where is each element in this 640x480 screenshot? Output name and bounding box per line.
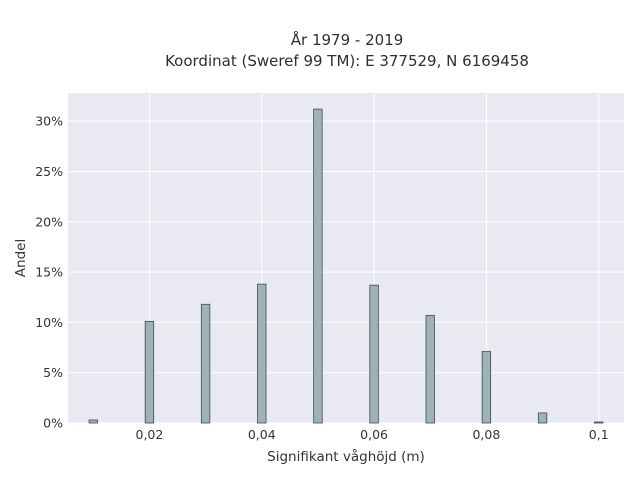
histogram-bar — [537, 412, 548, 424]
y-tick-label: 0% — [43, 416, 63, 431]
histogram-bar — [425, 314, 435, 424]
x-tick-label: 0,1 — [589, 427, 609, 442]
histogram-bar — [88, 419, 98, 424]
histogram-bar — [369, 284, 379, 424]
y-tick-label: 10% — [35, 315, 63, 330]
x-axis-label: Signifikant våghöjd (m) — [267, 448, 425, 465]
y-tick-label: 30% — [35, 114, 63, 129]
histogram-bar — [594, 421, 604, 424]
plot-area — [68, 93, 624, 423]
x-tick-label: 0,08 — [472, 427, 500, 442]
y-tick-label: 15% — [35, 265, 63, 280]
histogram-bar — [144, 320, 155, 424]
chart-title-line-1: År 1979 - 2019 — [291, 30, 404, 49]
x-tick-label: 0,02 — [136, 427, 164, 442]
x-tick-label: 0,04 — [248, 427, 276, 442]
y-tick-label: 25% — [35, 164, 63, 179]
y-axis-label: Andel — [13, 239, 29, 277]
chart-title-line-2: Koordinat (Sweref 99 TM): E 377529, N 61… — [165, 52, 529, 70]
histogram-bar — [257, 283, 267, 424]
y-tick-label: 20% — [35, 214, 63, 229]
x-axis-tick-labels: 0,02 0,04 0,06 0,08 0,1 — [136, 427, 609, 442]
histogram-bar — [481, 351, 492, 424]
histogram-bar — [200, 303, 211, 424]
histogram-bar — [313, 108, 323, 424]
y-tick-label: 5% — [43, 365, 63, 380]
bars — [88, 108, 604, 424]
x-tick-label: 0,06 — [360, 427, 388, 442]
y-axis-tick-labels: 0% 5% 10% 15% 20% 25% 30% — [35, 114, 63, 431]
